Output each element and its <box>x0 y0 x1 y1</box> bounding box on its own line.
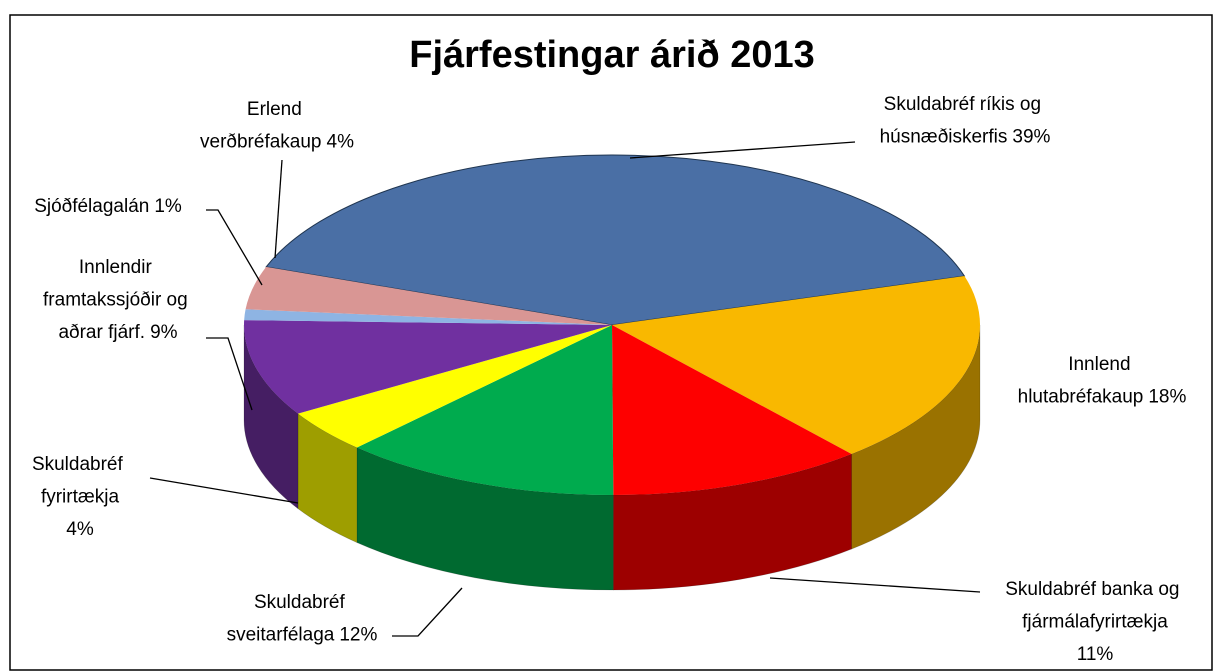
data-label: Skuldabréf ríkis og húsnæðiskerfis <box>880 94 1047 148</box>
data-label-value: 1% <box>154 196 182 217</box>
chart-title: Fjárfestingar árið 2013 <box>409 34 815 76</box>
data-label-value: 39% <box>1012 127 1050 148</box>
slice <box>243 320 612 414</box>
slice <box>356 325 614 496</box>
data-label: Skuldabréf fyrirtækja <box>32 454 128 508</box>
leader-line <box>274 159 283 259</box>
data-label-value: 12% <box>339 625 377 646</box>
slice <box>612 325 852 495</box>
leader-line <box>149 477 299 504</box>
slice-side <box>356 447 614 591</box>
data-label-value: 4% <box>327 132 355 153</box>
data-label: Innlendir framtakssjóðir og aðrar fjárf. <box>43 257 193 343</box>
leader-line <box>206 337 253 411</box>
data-label: Innlend hlutabréfakaup <box>1018 354 1144 408</box>
data-label-value: 11% <box>1077 644 1114 665</box>
leader-line <box>769 577 981 593</box>
slice <box>612 276 980 455</box>
pie <box>243 154 981 591</box>
leader-lines <box>149 141 981 637</box>
data-label: Skuldabréf banka og fjármálafyrirtækja <box>1005 579 1185 633</box>
data-label-value: 18% <box>1148 387 1186 408</box>
data-label: Skuldabréf sveitarfélaga <box>227 592 350 646</box>
slice <box>244 309 612 325</box>
slice <box>245 266 612 325</box>
slice <box>265 154 966 326</box>
slice <box>297 325 612 448</box>
data-label-value: 4% <box>66 519 94 540</box>
leader-line <box>629 141 856 159</box>
data-label-value: 9% <box>150 322 178 343</box>
leader-line <box>206 209 263 286</box>
data-label: Erlend verðbréfakaup <box>200 99 321 153</box>
leader-line <box>392 587 463 637</box>
data-label: Sjóðfélagalán <box>34 196 149 217</box>
